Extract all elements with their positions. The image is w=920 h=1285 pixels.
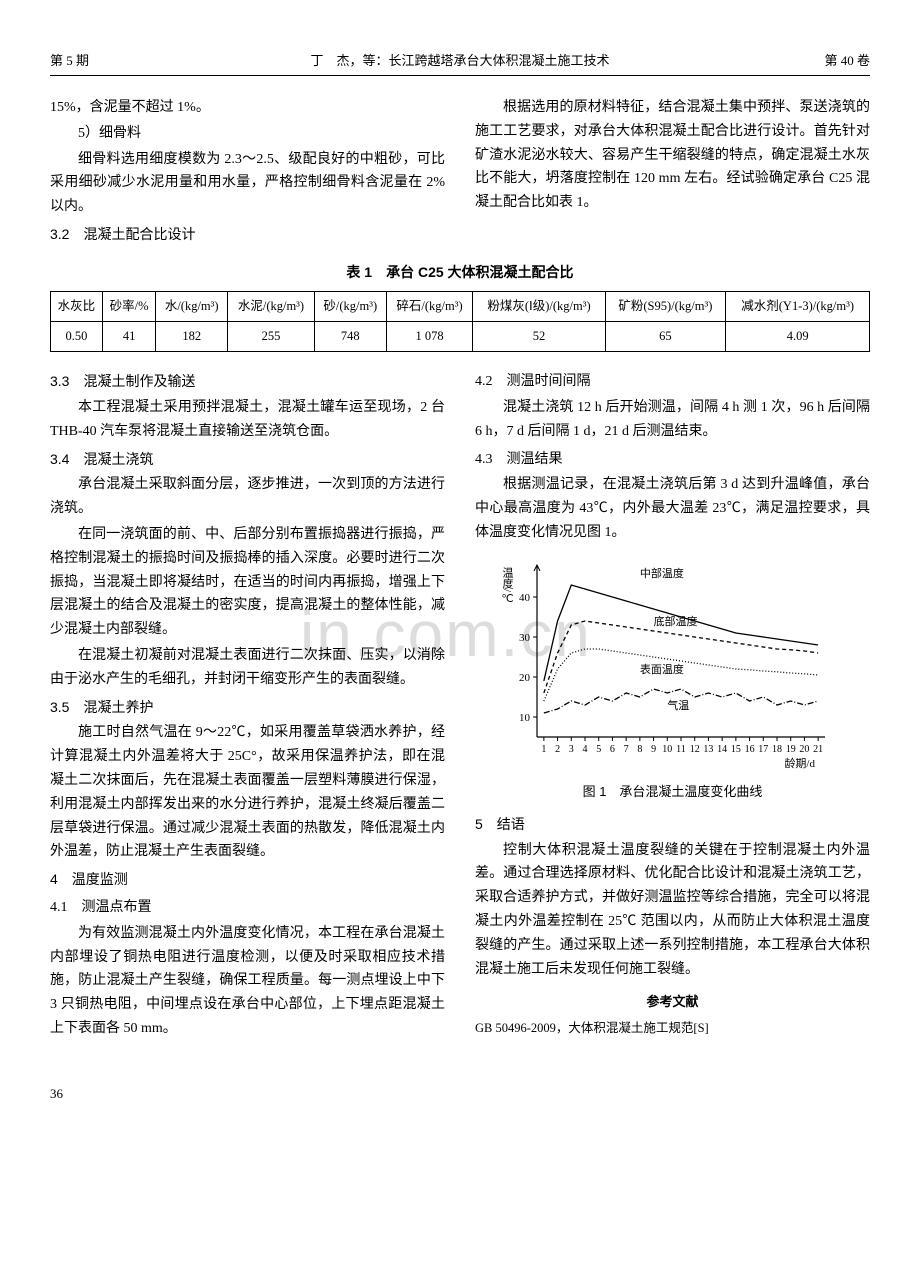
sec-43-p: 根据测温记录，在混凝土浇筑后第 3 d 达到升温峰值，承台中心最高温度为 43℃… (475, 473, 870, 544)
table-header-cell: 水/(kg/m³) (156, 291, 228, 321)
sec-42-head: 4.2 测温时间间隔 (475, 370, 870, 394)
svg-text:16: 16 (745, 744, 755, 755)
svg-text:4: 4 (583, 744, 588, 755)
references-head: 参考文献 (475, 991, 870, 1013)
table-header-cell: 减水剂(Y1-3)/(kg/m³) (726, 291, 870, 321)
svg-text:温度/℃: 温度/℃ (501, 566, 514, 604)
svg-text:21: 21 (813, 744, 823, 755)
svg-text:5: 5 (596, 744, 601, 755)
table-cell: 0.50 (51, 321, 103, 351)
table1-caption: 表 1 承台 C25 大体积混凝土配合比 (50, 261, 870, 285)
top-left-col: 15%，含泥量不超过 1%。 5）细骨料 细骨料选用细度模数为 2.3～2.5、… (50, 96, 445, 249)
sec-34-p1: 承台混凝土采取斜面分层，逐步推进，一次到顶的方法进行浇筑。 (50, 473, 445, 521)
sec-34-head: 3.4 混凝土浇筑 (50, 448, 445, 472)
svg-text:14: 14 (717, 744, 727, 755)
left-column: 3.3 混凝土制作及输送 本工程混凝土采用预拌混凝土，混凝土罐车运至现场，2 台… (50, 366, 445, 1043)
sec-35-p: 施工时自然气温在 9～22℃，如采用覆盖草袋洒水养护，经计算混凝土内外温差将大于… (50, 721, 445, 864)
sec-5-head: 5 结语 (475, 813, 870, 837)
svg-text:1: 1 (541, 744, 546, 755)
svg-text:底部温度: 底部温度 (654, 614, 698, 628)
svg-text:40: 40 (519, 592, 531, 604)
sec-43-head: 4.3 测温结果 (475, 448, 870, 472)
top-columns: 15%，含泥量不超过 1%。 5）细骨料 细骨料选用细度模数为 2.3～2.5、… (50, 96, 870, 249)
svg-text:30: 30 (519, 632, 531, 644)
table-cell: 4.09 (726, 321, 870, 351)
page-header: 第 5 期 丁 杰，等：长江跨越塔承台大体积混凝土施工技术 第 40 卷 (50, 50, 870, 76)
header-left: 第 5 期 (50, 50, 89, 72)
sec-34-p2: 在同一浇筑面的前、中、后部分别布置振捣器进行振捣，严格控制混凝土的振捣时间及振捣… (50, 523, 445, 642)
svg-text:20: 20 (799, 744, 809, 755)
svg-text:表面温度: 表面温度 (640, 662, 684, 676)
reference-1: GB 50496-2009，大体积混凝土施工规范[S] (475, 1018, 870, 1039)
sec-42-p: 混凝土浇筑 12 h 后开始测温，间隔 4 h 测 1 次，96 h 后间隔 6… (475, 396, 870, 444)
sec-33-head: 3.3 混凝土制作及输送 (50, 370, 445, 394)
para-top-1: 15%，含泥量不超过 1%。 (50, 96, 445, 120)
right-column: 4.2 测温时间间隔 混凝土浇筑 12 h 后开始测温，间隔 4 h 测 1 次… (475, 366, 870, 1043)
table-cell: 52 (473, 321, 605, 351)
svg-text:10: 10 (519, 712, 531, 724)
table-cell: 255 (228, 321, 315, 351)
svg-text:17: 17 (758, 744, 768, 755)
main-columns: 3.3 混凝土制作及输送 本工程混凝土采用预拌混凝土，混凝土罐车运至现场，2 台… (50, 366, 870, 1043)
top-right-col: 根据选用的原材料特征，结合混凝土集中预拌、泵送浇筑的施工工艺要求，对承台大体积混… (475, 96, 870, 249)
table-cell: 182 (156, 321, 228, 351)
table-header-cell: 水灰比 (51, 291, 103, 321)
svg-text:龄期/d: 龄期/d (784, 756, 815, 770)
svg-text:8: 8 (637, 744, 642, 755)
table-header-cell: 粉煤灰(Ⅰ级)/(kg/m³) (473, 291, 605, 321)
svg-text:11: 11 (676, 744, 686, 755)
header-right: 第 40 卷 (824, 50, 870, 72)
svg-text:7: 7 (624, 744, 629, 755)
table-cell: 41 (102, 321, 156, 351)
svg-text:9: 9 (651, 744, 656, 755)
sec-5-p: 控制大体积混凝土温度裂缝的关键在于控制混凝土内外温差。通过合理选择原材料、优化配… (475, 839, 870, 982)
table-header-cell: 砂率/% (102, 291, 156, 321)
table-cell: 1 078 (386, 321, 473, 351)
svg-text:12: 12 (690, 744, 700, 755)
para-top-2: 细骨料选用细度模数为 2.3～2.5、级配良好的中粗砂，可比采用细砂减少水泥用量… (50, 148, 445, 219)
table-header-cell: 矿粉(S95)/(kg/m³) (605, 291, 726, 321)
svg-text:20: 20 (519, 672, 531, 684)
svg-text:气温: 气温 (667, 698, 689, 712)
table1: 水灰比砂率/%水/(kg/m³)水泥/(kg/m³)砂/(kg/m³)碎石/(k… (50, 291, 870, 353)
svg-text:2: 2 (555, 744, 560, 755)
sub-head-5: 5）细骨料 (50, 122, 445, 146)
svg-text:15: 15 (731, 744, 741, 755)
figure-1-chart: 1020304012345678910111213141516171819202… (495, 555, 870, 775)
sec-41-p: 为有效监测混凝土内外温度变化情况，本工程在承台混凝土内部埋设了铜热电阻进行温度检… (50, 922, 445, 1041)
table-header-cell: 碎石/(kg/m³) (386, 291, 473, 321)
table-cell: 65 (605, 321, 726, 351)
page-number: 36 (50, 1083, 870, 1105)
table-header-cell: 水泥/(kg/m³) (228, 291, 315, 321)
fig1-caption: 图 1 承台混凝土温度变化曲线 (475, 781, 870, 803)
header-center: 丁 杰，等：长江跨越塔承台大体积混凝土施工技术 (310, 50, 609, 72)
sec-33-p: 本工程混凝土采用预拌混凝土，混凝土罐车运至现场，2 台 THB-40 汽车泵将混… (50, 396, 445, 444)
svg-text:13: 13 (703, 744, 713, 755)
table-cell: 748 (314, 321, 386, 351)
table-header-cell: 砂/(kg/m³) (314, 291, 386, 321)
sec-4-head: 4 温度监测 (50, 868, 445, 892)
temperature-chart: 1020304012345678910111213141516171819202… (495, 555, 835, 775)
sec-34-p3: 在混凝土初凝前对混凝土表面进行二次抹面、压实，以消除由于泌水产生的毛细孔，并封闭… (50, 644, 445, 692)
svg-text:18: 18 (772, 744, 782, 755)
sec-35-head: 3.5 混凝土养护 (50, 696, 445, 720)
svg-text:6: 6 (610, 744, 615, 755)
svg-text:19: 19 (786, 744, 796, 755)
svg-text:10: 10 (662, 744, 672, 755)
sec-41-head: 4.1 测温点布置 (50, 896, 445, 920)
para-top-right: 根据选用的原材料特征，结合混凝土集中预拌、泵送浇筑的施工工艺要求，对承台大体积混… (475, 96, 870, 215)
svg-text:3: 3 (569, 744, 574, 755)
svg-text:中部温度: 中部温度 (640, 566, 684, 580)
sec-32: 3.2 混凝土配合比设计 (50, 223, 445, 247)
